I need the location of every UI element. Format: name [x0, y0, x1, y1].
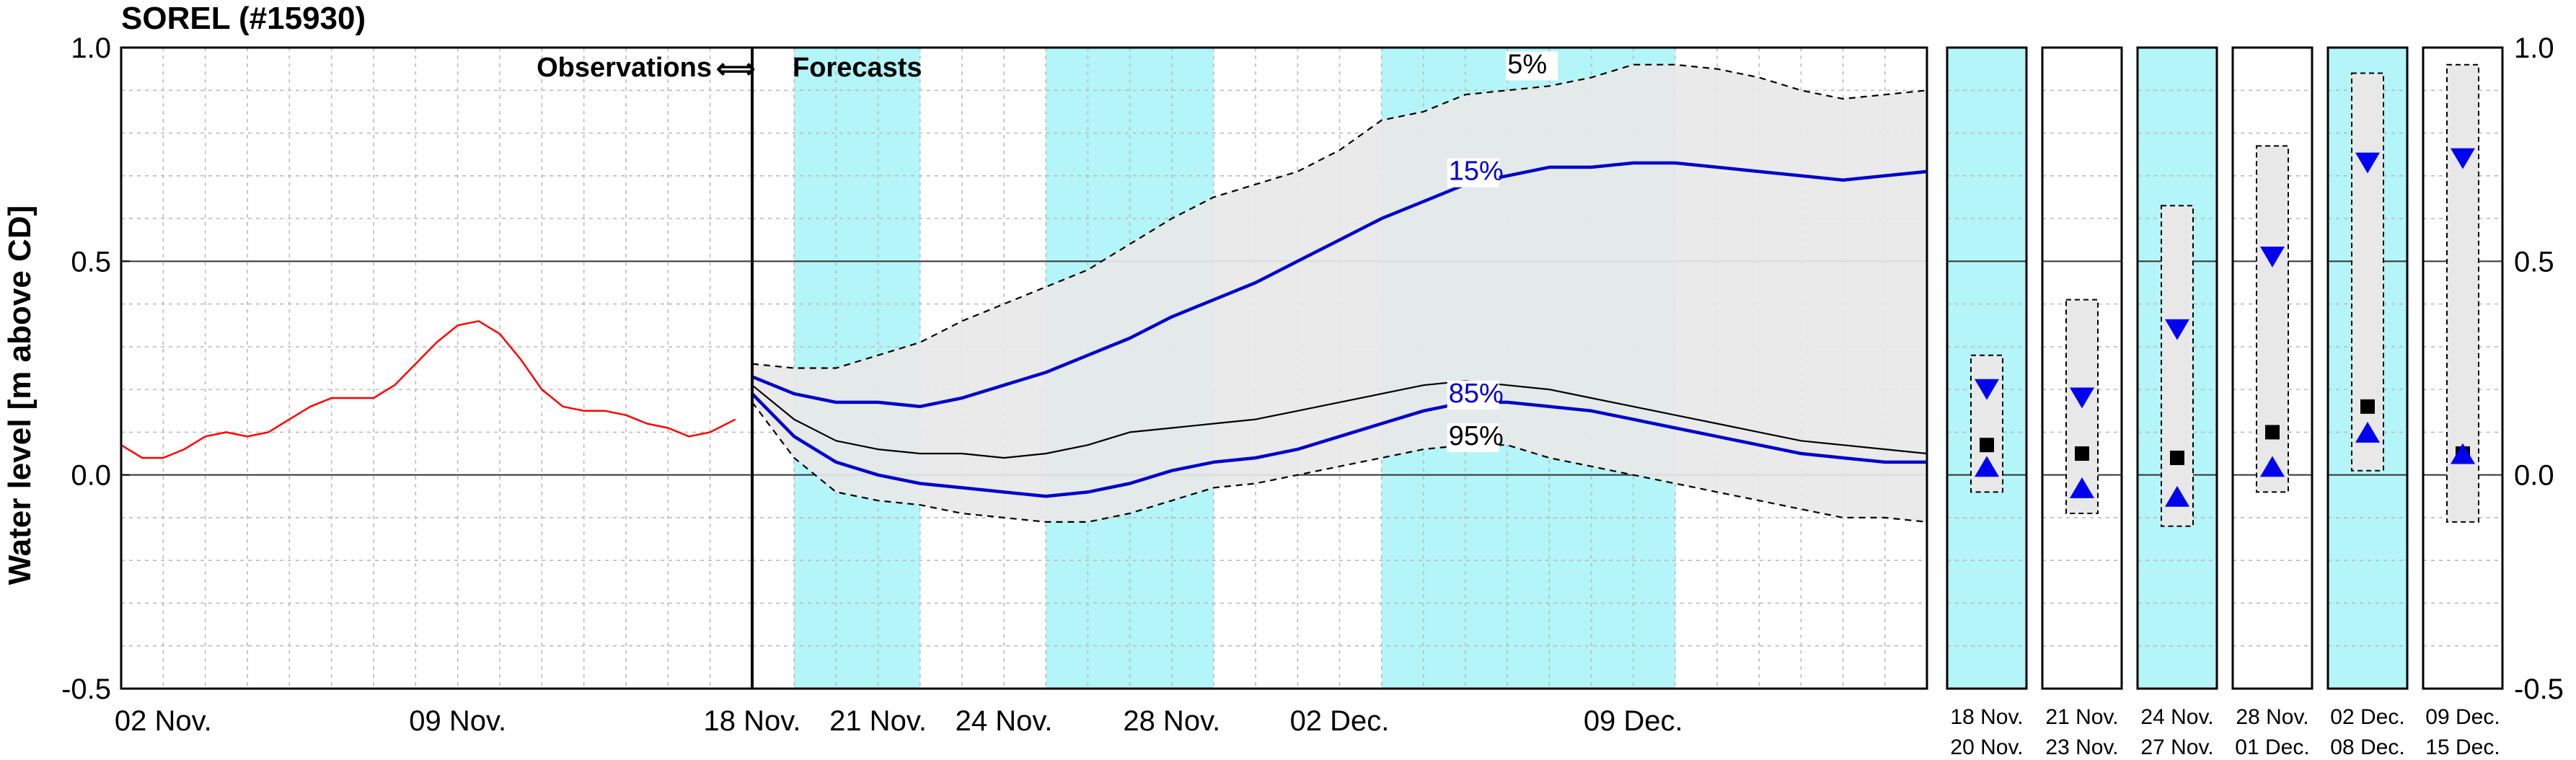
- y-tick-label-left: 1.0: [71, 32, 111, 64]
- weekly-panel-end-label: 27 Nov.: [2140, 735, 2213, 759]
- main-plot-frame: [120, 46, 1928, 690]
- y-tick-label-left: 0.0: [71, 460, 111, 492]
- weekly-lower-marker: [1975, 456, 1999, 477]
- weekly-median-marker: [2265, 425, 2280, 440]
- y-tick-label-left: 0.5: [71, 246, 111, 278]
- observations-line: [120, 320, 736, 459]
- weekly-lower-marker: [2451, 443, 2475, 464]
- forecast-envelope: [752, 64, 1927, 522]
- weekly-lower-marker: [2165, 485, 2189, 507]
- weekly-panel-start-label: 21 Nov.: [2045, 705, 2118, 729]
- observations-label: Observations: [537, 53, 712, 83]
- x-tick-label-observations: 02 Nov.: [115, 705, 212, 737]
- weekly-range-box-4: [2256, 145, 2289, 493]
- x-tick-label-observations: 09 Nov.: [409, 705, 506, 737]
- chart-title: SOREL (#15930): [121, 1, 366, 36]
- percent-label: 85%: [1449, 379, 1504, 409]
- weekly-upper-marker: [2070, 387, 2094, 409]
- weekly-upper-marker: [2165, 319, 2189, 340]
- weekly-panel-end-label: 01 Dec.: [2235, 735, 2309, 759]
- forecast-line-5pct: [751, 63, 1928, 369]
- weekly-lower-marker: [2260, 456, 2285, 477]
- weekly-panel-frame-6: [2422, 46, 2504, 690]
- forecast-line-85pct: [751, 392, 1927, 498]
- y-tick-label-right: -0.5: [2514, 673, 2564, 705]
- weekly-range-box-6: [2446, 63, 2479, 523]
- y-tick-label-right: 1.0: [2514, 32, 2554, 64]
- percent-label-background: [1506, 51, 1558, 81]
- percent-label: 95%: [1449, 421, 1504, 451]
- forecast-line-95pct: [751, 402, 1928, 523]
- x-tick-label-forecast: 28 Nov.: [1123, 705, 1220, 737]
- weekly-median-marker: [2170, 450, 2184, 465]
- weekly-upper-marker: [2355, 152, 2380, 174]
- weekly-panel-frame-3: [2136, 46, 2218, 690]
- weekly-panel-end-label: 20 Nov.: [1950, 735, 2023, 759]
- weekly-panel-start-label: 02 Dec.: [2330, 705, 2404, 729]
- weekly-panel-start-label: 28 Nov.: [2236, 705, 2308, 729]
- y-axis-label: Water level [m above CD]: [2, 206, 38, 586]
- weekly-panel-start-label: 09 Dec.: [2425, 705, 2500, 729]
- percent-label: 5%: [1507, 50, 1547, 80]
- weekly-lower-marker: [2070, 477, 2094, 498]
- weekly-upper-marker: [2451, 148, 2475, 169]
- percent-label: 15%: [1449, 156, 1504, 187]
- weekly-range-box-3: [2161, 205, 2194, 527]
- weekly-upper-marker: [2260, 247, 2285, 268]
- weekly-panel-start-label: 18 Nov.: [1950, 705, 2023, 729]
- weekly-panel-frame-1: [1946, 46, 2028, 690]
- percent-label-background: [1447, 380, 1499, 410]
- percent-label-background: [1447, 423, 1499, 453]
- weekly-median-marker: [2075, 446, 2089, 461]
- y-tick-label-right: 0.5: [2514, 246, 2554, 278]
- x-tick-label-forecast: 24 Nov.: [956, 705, 1053, 737]
- weekly-panel-start-label: 24 Nov.: [2140, 705, 2213, 729]
- weekly-upper-marker: [1975, 379, 1999, 400]
- weekly-panel-end-label: 15 Dec.: [2425, 735, 2500, 759]
- x-tick-label-forecast: 18 Nov.: [704, 705, 801, 737]
- weekly-panel-end-label: 08 Dec.: [2330, 735, 2404, 759]
- x-tick-label-forecast: 21 Nov.: [829, 705, 927, 737]
- forecast-line-15pct: [751, 161, 1928, 409]
- x-tick-label-forecast: 02 Dec.: [1290, 705, 1390, 737]
- x-tick-label-forecast: 09 Dec.: [1584, 705, 1683, 737]
- double-arrow-icon: ⟺: [716, 54, 755, 84]
- percent-label-background: [1447, 158, 1499, 187]
- weekly-median-marker: [2360, 399, 2375, 414]
- weekly-panel-frame-4: [2231, 46, 2313, 690]
- weekly-panel-frame-5: [2326, 46, 2409, 690]
- weekly-panel-end-label: 23 Nov.: [2045, 735, 2118, 759]
- weekly-panel-frame-2: [2041, 46, 2123, 690]
- weekly-median-marker: [1980, 438, 1994, 453]
- forecast-line-median: [751, 380, 1928, 459]
- weekly-lower-marker: [2355, 421, 2380, 443]
- y-tick-label-left: -0.5: [61, 673, 111, 705]
- forecasts-label: Forecasts: [793, 53, 922, 83]
- y-tick-label-right: 0.0: [2514, 460, 2554, 492]
